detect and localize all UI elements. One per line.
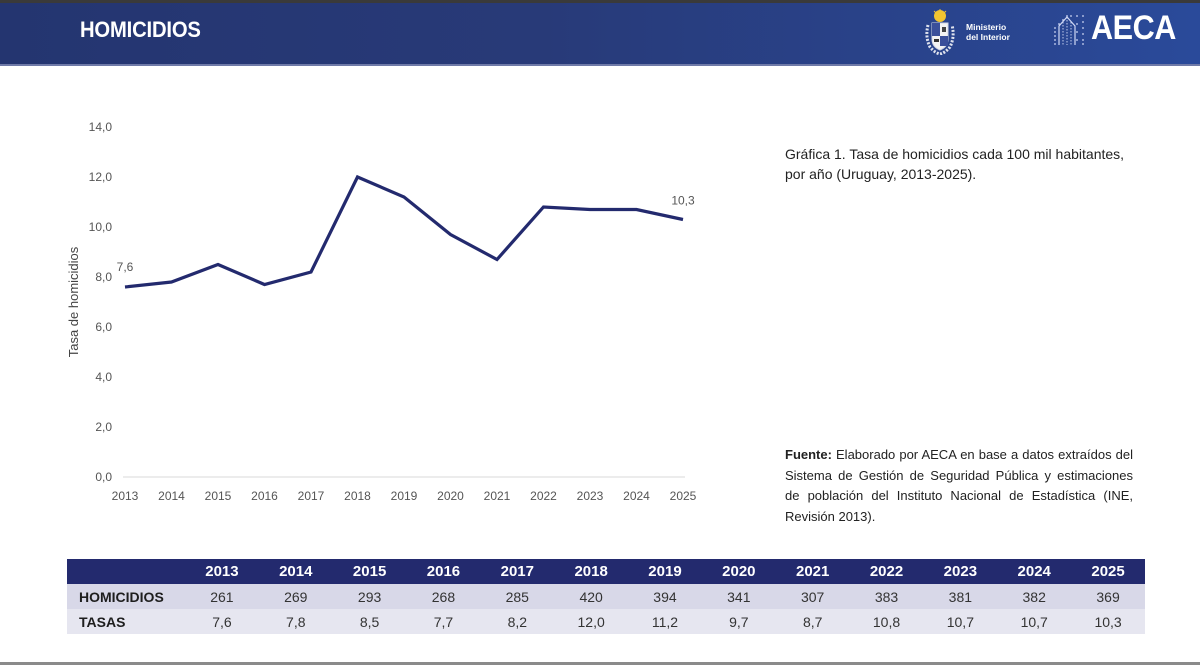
table-header-2014: 2014: [258, 559, 333, 584]
x-tick-label: 2017: [298, 489, 325, 503]
table-cell: 12,0: [554, 609, 629, 634]
table-cell: 307: [775, 584, 850, 609]
table-cell: 285: [480, 584, 555, 609]
table-cell: 7,6: [185, 609, 259, 634]
table-row-tasas: TASAS 7,6 7,8 8,5 7,7 8,2 12,0 11,2 9,7 8,7 10,8 10…: [67, 609, 1145, 634]
data-label-2013: 7,6: [117, 260, 134, 274]
table-cell: 10,7: [997, 609, 1072, 634]
uruguay-coat-of-arms-icon: [925, 9, 955, 55]
table-header-2020: 2020: [701, 559, 776, 584]
series-points: [124, 176, 684, 288]
table-cell: 369: [1071, 584, 1145, 609]
table-header-2018: 2018: [554, 559, 629, 584]
table-cell: 7,8: [258, 609, 333, 634]
data-table: 2013 2014 2015 2016 2017 2018 2019 2020 2021 2022…: [67, 559, 1145, 634]
y-tick-label: 14,0: [89, 120, 113, 134]
homicide-rate-line-chart: 0,0 2,0 4,0 6,0 8,0 10,0 12,0 14,0 2013 2014 2015…: [66, 120, 697, 503]
y-axis-title: Tasa de homicidios: [66, 246, 81, 357]
x-tick-label: 2023: [577, 489, 604, 503]
table-cell: 9,7: [701, 609, 776, 634]
x-tick-label: 2025: [670, 489, 697, 503]
table-cell: 383: [849, 584, 924, 609]
table-cell: 341: [701, 584, 776, 609]
data-label-2025: 10,3: [671, 194, 695, 208]
y-tick-label: 6,0: [95, 320, 112, 334]
table-header-2017: 2017: [480, 559, 555, 584]
table-cell: 10,8: [849, 609, 924, 634]
aeca-dotted-house-icon: [1054, 14, 1084, 45]
ministry-logo: Ministerio del Interior: [922, 7, 1010, 57]
table-cell: 10,7: [923, 609, 998, 634]
y-tick-label: 10,0: [89, 220, 113, 234]
table-header-2025: 2025: [1071, 559, 1145, 584]
table-header-2021: 2021: [775, 559, 850, 584]
table-cell: 7,7: [406, 609, 481, 634]
table-cell: 261: [185, 584, 259, 609]
x-tick-label: 2020: [437, 489, 464, 503]
table-cell: 269: [258, 584, 333, 609]
x-tick-label: 2014: [158, 489, 185, 503]
x-tick-label: 2018: [344, 489, 371, 503]
x-tick-label: 2019: [391, 489, 418, 503]
table-cell: 268: [406, 584, 481, 609]
x-tick-label: 2024: [623, 489, 650, 503]
page-title: HOMICIDIOS: [80, 17, 201, 42]
chart-caption: Gráfica 1. Tasa de homicidios cada 100 m…: [785, 146, 1125, 182]
y-tick-label: 8,0: [95, 270, 112, 284]
source-label: Fuente:: [785, 447, 832, 462]
top-border: [0, 0, 1200, 3]
x-tick-label: 2013: [112, 489, 139, 503]
x-tick-label: 2021: [484, 489, 511, 503]
source-note: Fuente: Elaborado por AECA en base a dat…: [785, 445, 1133, 527]
table-cell: 8,7: [775, 609, 850, 634]
table-cell: 11,2: [628, 609, 702, 634]
table-header-2023: 2023: [923, 559, 998, 584]
table-header-2022: 2022: [849, 559, 924, 584]
bottom-border: [0, 662, 1200, 665]
ministry-line1: Ministerio: [966, 22, 1007, 32]
y-tick-label: 2,0: [95, 420, 112, 434]
y-tick-label: 0,0: [95, 470, 112, 484]
table-row-label: HOMICIDIOS: [67, 584, 185, 609]
x-axis-ticks: 2013 2014 2015 2016 2017 2018 2019 2020 2021 2022…: [112, 489, 697, 503]
table-cell: 10,3: [1071, 609, 1145, 634]
table-row-homicidios: HOMICIDIOS 261 269 293 268 285 420 394 341 307 383…: [67, 584, 1145, 609]
series-line-tasa: [124, 174, 684, 289]
table-cell: 394: [628, 584, 702, 609]
table-cell: 8,2: [480, 609, 555, 634]
table-header-2013: 2013: [185, 559, 259, 584]
aeca-logo: AECA: [1053, 9, 1185, 48]
data-labels: 7,6 10,3: [117, 194, 695, 275]
table-header-2019: 2019: [628, 559, 702, 584]
header-banner: HOMICIDIOS Ministerio del Interior: [0, 3, 1200, 66]
table-cell: 293: [332, 584, 407, 609]
x-tick-label: 2016: [251, 489, 278, 503]
table-cell: 382: [997, 584, 1072, 609]
y-axis-ticks: 0,0 2,0 4,0 6,0 8,0 10,0 12,0 14,0: [89, 120, 113, 484]
y-tick-label: 4,0: [95, 370, 112, 384]
table-header-corner: [67, 559, 185, 584]
table-cell: 420: [554, 584, 629, 609]
x-tick-label: 2015: [205, 489, 232, 503]
aeca-label: AECA: [1091, 9, 1176, 47]
y-tick-label: 12,0: [89, 170, 113, 184]
table-header-row: 2013 2014 2015 2016 2017 2018 2019 2020 2021 2022…: [67, 559, 1145, 584]
table-cell: 8,5: [332, 609, 407, 634]
ministry-name: Ministerio del Interior: [966, 22, 1010, 42]
table-header-2016: 2016: [406, 559, 481, 584]
table-header-2015: 2015: [332, 559, 407, 584]
table-row-label: TASAS: [67, 609, 185, 634]
source-text: Elaborado por AECA en base a datos extra…: [785, 447, 1133, 524]
table-cell: 381: [923, 584, 998, 609]
ministry-line2: del Interior: [966, 32, 1010, 42]
x-tick-label: 2022: [530, 489, 557, 503]
table-header-2024: 2024: [997, 559, 1072, 584]
